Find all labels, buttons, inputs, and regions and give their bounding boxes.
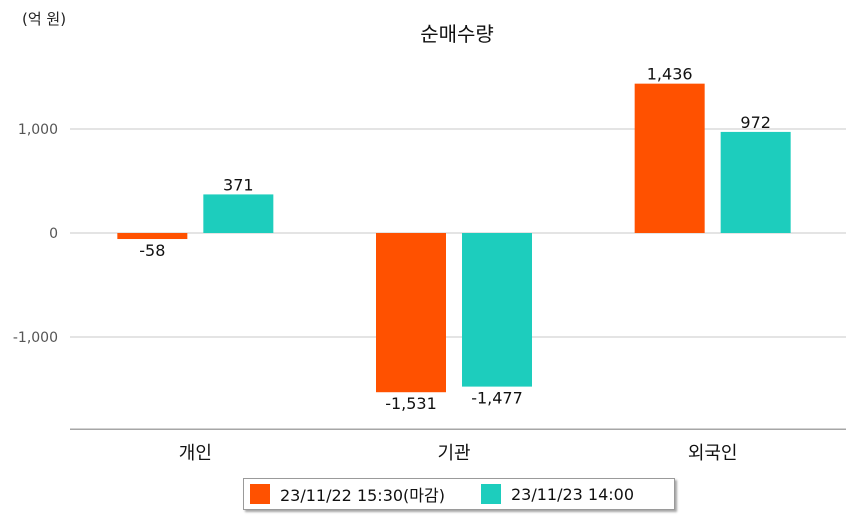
- bar: [117, 233, 188, 240]
- legend-label-series-2: 23/11/23 14:00: [510, 484, 635, 504]
- legend-label-series-1: 23/11/22 15:30(마감): [280, 486, 445, 505]
- bar: [720, 131, 791, 233]
- data-label: 371: [223, 175, 254, 194]
- data-label: -58: [139, 241, 165, 260]
- data-label: -1,531: [385, 394, 437, 413]
- data-label: 1,436: [647, 65, 693, 84]
- unit-label: (억 원): [22, 10, 67, 28]
- chart-title: 순매수량: [420, 22, 494, 46]
- x-tick-label: 개인: [179, 443, 212, 464]
- bar: [462, 233, 532, 387]
- legend-swatch-series-2: [480, 484, 501, 504]
- y-tick-label: 0: [49, 226, 58, 242]
- legend-item-series-1[interactable]: 23/11/22 15:30(마감): [250, 482, 445, 506]
- data-label: 972: [740, 113, 771, 132]
- legend-item-series-2[interactable]: 23/11/23 14:00: [480, 484, 635, 504]
- legend-swatch-series-1: [250, 484, 270, 504]
- bar: [203, 194, 274, 233]
- x-tick-label: 외국인: [688, 443, 738, 464]
- y-tick-label: 1,000: [18, 122, 58, 138]
- legend: 23/11/22 15:30(마감) 23/11/23 14:00: [243, 478, 675, 510]
- bar: [376, 233, 446, 393]
- bar: [634, 83, 705, 233]
- y-tick-label: -1,000: [13, 330, 58, 346]
- x-tick-label: 기관: [437, 443, 470, 464]
- data-label: -1,477: [471, 389, 523, 408]
